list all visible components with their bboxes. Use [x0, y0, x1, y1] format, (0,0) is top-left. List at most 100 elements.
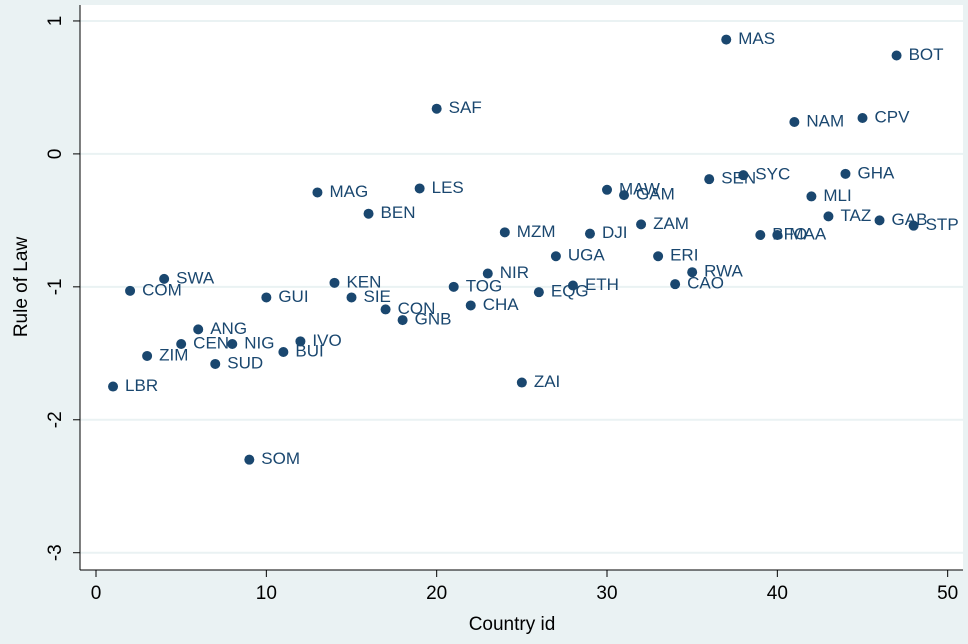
point — [772, 229, 783, 240]
point-label: MAA — [789, 224, 827, 243]
x-tick-label: 0 — [91, 583, 102, 604]
point-label: ERI — [670, 246, 698, 265]
point — [789, 116, 800, 127]
point-label: SAF — [449, 98, 482, 117]
point — [227, 339, 238, 349]
point-label: BFO — [772, 224, 807, 243]
point-label: MZM — [517, 222, 556, 241]
point — [414, 183, 425, 194]
point — [619, 190, 630, 201]
point-label: GAB — [892, 210, 928, 229]
point — [567, 280, 578, 291]
x-tick-label: 40 — [767, 583, 788, 604]
point — [584, 228, 595, 239]
point-label: RWA — [704, 262, 743, 281]
point-label: GNB — [415, 310, 452, 329]
point-label: MLI — [823, 186, 851, 205]
point-label: ANG — [210, 319, 247, 338]
point — [840, 168, 851, 179]
point-label: GHA — [857, 163, 895, 182]
point — [159, 273, 170, 284]
point — [125, 285, 136, 296]
y-tick-label: -2 — [45, 411, 66, 428]
point — [721, 34, 732, 45]
point-label: STP — [926, 215, 959, 234]
point-label: ETH — [585, 275, 619, 294]
point — [142, 350, 153, 361]
point-label: BOT — [909, 45, 944, 64]
point-label: DJI — [602, 223, 628, 242]
point — [482, 268, 493, 279]
x-tick-label: 30 — [596, 583, 617, 604]
point — [346, 292, 357, 303]
y-tick-label: 0 — [45, 149, 66, 160]
point-label: CAO — [687, 274, 724, 293]
point — [636, 219, 647, 230]
y-axis-title: Rule of Law — [11, 237, 32, 338]
point-label: CEN — [193, 333, 229, 352]
point-label: CON — [398, 299, 436, 318]
point-label: GUI — [278, 287, 308, 306]
point-label: LBR — [125, 376, 158, 395]
point-label: MAS — [738, 29, 775, 48]
point — [670, 279, 681, 290]
point — [874, 215, 885, 226]
point — [261, 292, 272, 303]
point-label: SIE — [364, 287, 391, 306]
point — [193, 324, 204, 335]
point-label: BUI — [295, 341, 323, 360]
point — [108, 381, 119, 392]
point — [602, 184, 613, 195]
y-tick-label: -1 — [45, 278, 66, 295]
point — [380, 304, 391, 315]
point — [312, 187, 323, 198]
point-label: BEN — [381, 203, 416, 222]
point — [516, 377, 527, 388]
point — [210, 358, 221, 369]
point-label: NAM — [806, 111, 844, 130]
point — [857, 113, 868, 123]
point-label: UGA — [568, 246, 606, 265]
x-tick-label: 10 — [256, 583, 277, 604]
y-tick-label: 1 — [45, 16, 66, 27]
point-label: TOG — [466, 276, 503, 295]
point — [704, 174, 715, 185]
point — [687, 267, 698, 278]
point-label: EQG — [551, 282, 589, 301]
point-label: IVO — [312, 331, 341, 350]
point — [533, 287, 544, 298]
point — [806, 191, 817, 202]
point-label: SOM — [261, 449, 300, 468]
point-label: ZAM — [653, 214, 689, 233]
point — [823, 211, 834, 222]
point — [755, 229, 766, 240]
point-label: GAM — [636, 185, 675, 204]
point — [550, 251, 561, 262]
point — [465, 300, 476, 311]
point — [244, 454, 255, 465]
point — [738, 170, 749, 181]
point — [499, 227, 510, 238]
point-label: MAW — [619, 179, 660, 198]
point — [431, 103, 442, 114]
y-tick-label: -3 — [45, 544, 66, 561]
point-label: MAG — [329, 182, 368, 201]
point-label: LES — [432, 178, 464, 197]
x-tick-label: 50 — [937, 583, 958, 604]
x-tick-label: 20 — [426, 583, 447, 604]
point-label: NIG — [244, 333, 274, 352]
point-label: COM — [142, 280, 182, 299]
point-label: CHA — [483, 295, 520, 314]
point-label: TAZ — [840, 206, 871, 225]
point-label: NIR — [500, 263, 529, 282]
point — [448, 281, 459, 292]
x-axis-title: Country id — [469, 614, 556, 635]
point — [329, 277, 340, 288]
point — [363, 208, 374, 219]
point-label: ZAI — [534, 372, 560, 391]
point — [278, 346, 289, 357]
point — [397, 315, 408, 326]
point — [908, 220, 919, 231]
